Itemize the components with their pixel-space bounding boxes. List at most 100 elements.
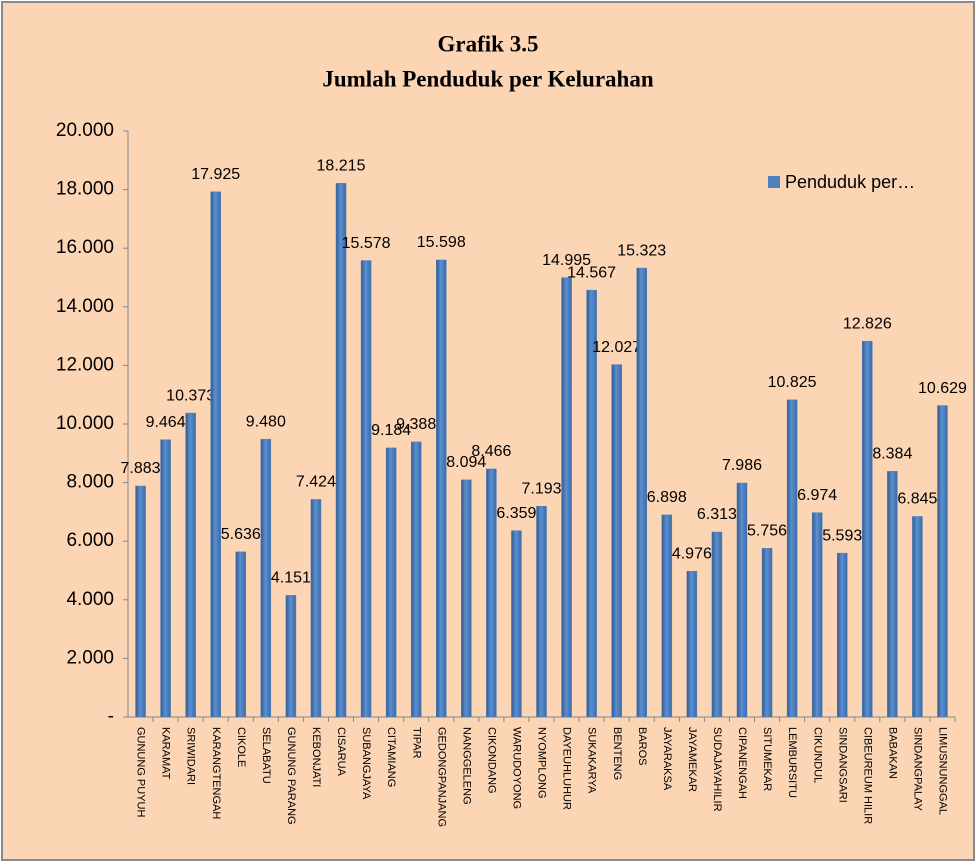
x-tick-label: BAROS — [636, 727, 648, 766]
data-label: 5.756 — [747, 523, 787, 540]
bar — [160, 439, 171, 718]
bar — [636, 267, 647, 718]
x-tick-label: GUNUNG PUYUH — [135, 727, 147, 818]
data-label: 15.323 — [617, 242, 666, 259]
bar — [335, 183, 347, 718]
data-label: 10.629 — [918, 380, 967, 397]
x-tick-label: CIPANENGAH — [736, 727, 748, 799]
y-tick-label: 18.000 — [56, 179, 114, 200]
legend-swatch — [768, 176, 780, 188]
bar — [761, 548, 773, 718]
data-label: 9.464 — [146, 414, 186, 431]
bar — [736, 482, 748, 718]
x-tick-label: SUDAJAYAHILIR — [711, 727, 723, 812]
bar — [686, 570, 698, 718]
bar — [310, 499, 322, 718]
data-label: 15.598 — [417, 234, 466, 251]
x-tick-label: DAYEUHLUHUR — [561, 727, 573, 810]
x-tick-label: KARAMAT — [160, 727, 172, 780]
data-label: 6.359 — [496, 505, 536, 522]
x-tick-label: SINDANGPALAY — [912, 727, 924, 812]
legend-label: Penduduk per… — [785, 172, 915, 192]
bar — [235, 551, 247, 718]
x-tick-label: KARANGTENGAH — [210, 727, 222, 819]
data-label: 8.384 — [872, 446, 912, 463]
data-label: 9.388 — [396, 416, 436, 433]
x-tick-label: CIKUNDUL — [811, 727, 823, 783]
bar — [711, 531, 723, 718]
bar — [461, 479, 472, 718]
bar — [912, 516, 923, 718]
x-tick-label: BABAKAN — [886, 727, 898, 779]
bar — [811, 512, 823, 718]
x-tick-label: NYOMPLONG — [536, 727, 548, 799]
y-tick-label: 16.000 — [56, 237, 114, 258]
x-tick-label: LIMUSNUNGGAL — [937, 727, 949, 815]
x-tick-label: SITUMEKAR — [761, 727, 773, 791]
bar — [385, 447, 397, 718]
data-label: 6.313 — [697, 506, 737, 523]
data-label: 6.974 — [797, 487, 837, 504]
x-tick-label: GEDONGPANJANG — [435, 727, 447, 827]
data-label: 4.976 — [672, 545, 712, 562]
bar — [937, 405, 948, 718]
bar — [486, 468, 497, 718]
x-tick-label: CIKOLE — [235, 727, 247, 767]
x-tick-label: JAYARAKSA — [661, 727, 673, 791]
data-label: 6.898 — [647, 489, 687, 506]
bar — [360, 260, 372, 718]
x-tick-label: WARUDOYONG — [511, 727, 523, 809]
data-label: 17.925 — [191, 166, 240, 183]
x-tick-label: KEBONJATI — [310, 727, 322, 787]
data-label: 9.480 — [246, 413, 286, 430]
bar — [210, 191, 221, 718]
data-label: 5.593 — [822, 527, 862, 544]
x-tick-label: SRIWIDARI — [185, 727, 197, 785]
x-tick-label: LEMBURSITU — [786, 727, 798, 798]
x-tick-label: SUKAKARYA — [586, 727, 598, 794]
bar — [536, 505, 547, 718]
y-tick-label: 2.000 — [66, 647, 114, 668]
x-tick-label: SELABATU — [260, 727, 272, 784]
data-label: 7.986 — [722, 457, 762, 474]
y-tick-label: - — [108, 706, 114, 727]
chart-subtitle: Jumlah Penduduk per Kelurahan — [322, 66, 653, 91]
y-tick-label: 12.000 — [56, 354, 114, 375]
data-label: 9.184 — [371, 422, 411, 439]
x-tick-label: CISARUA — [335, 727, 347, 777]
bar — [135, 485, 146, 718]
data-label: 4.151 — [271, 570, 311, 587]
data-label: 10.373 — [166, 387, 215, 404]
data-label: 12.826 — [843, 315, 892, 332]
x-tick-label: BENTENG — [611, 727, 623, 780]
bar — [410, 441, 422, 718]
y-tick-label: 4.000 — [66, 589, 114, 610]
bar — [185, 412, 196, 718]
x-tick-label: SUBANGJAYA — [360, 727, 372, 800]
data-label: 6.845 — [897, 491, 937, 508]
y-tick-label: 8.000 — [66, 472, 114, 493]
x-tick-label: CIBEUREUM HILIR — [861, 727, 873, 824]
data-label: 14.567 — [567, 264, 616, 281]
chart-title: Grafik 3.5 — [438, 31, 539, 56]
y-tick-label: 14.000 — [56, 296, 114, 317]
bar — [436, 259, 447, 718]
data-label: 10.825 — [768, 374, 817, 391]
data-label: 7.193 — [521, 480, 561, 497]
bar — [786, 399, 798, 718]
bar — [511, 530, 522, 718]
y-tick-label: 6.000 — [66, 530, 114, 551]
bar — [836, 552, 848, 718]
x-tick-label: GUNUNG PARANG — [285, 727, 297, 825]
x-tick-label: JAYAMEKAR — [686, 727, 698, 792]
data-label: 8.466 — [471, 443, 511, 460]
bar — [611, 364, 622, 718]
data-label: 18.215 — [317, 158, 366, 175]
bar — [260, 438, 272, 718]
y-tick-label: 20.000 — [56, 120, 114, 141]
data-label: 14.995 — [542, 252, 591, 269]
x-tick-label: CITAMIANG — [385, 727, 397, 787]
bar — [862, 340, 873, 718]
bar — [285, 595, 297, 718]
